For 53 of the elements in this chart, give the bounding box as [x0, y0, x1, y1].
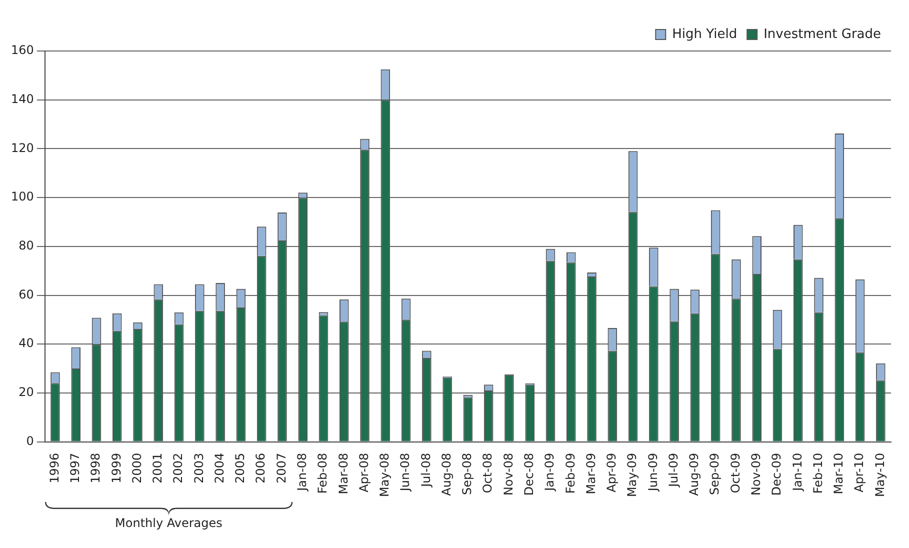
text: Monthly Averages — [114, 516, 224, 530]
x-tick-label: Jun-08 — [398, 452, 412, 492]
x-tick-label: 1999 — [109, 452, 124, 484]
x-tick-label: 2001 — [150, 452, 165, 484]
x-tick-label: Jan-08 — [294, 452, 309, 492]
x-tick-label: Apr-08 — [356, 452, 371, 492]
x-tick-label: May-08 — [378, 452, 392, 498]
x-tick-label: Oct-09 — [728, 452, 742, 494]
y-tick-label: 60 — [18, 287, 34, 302]
x-tick-label: Apr-10 — [852, 452, 866, 492]
x-tick-label: Jul-08 — [418, 452, 433, 488]
x-tick-label: 2000 — [130, 452, 144, 484]
x-tick-label: Jan-09 — [542, 452, 557, 492]
x-tick-label: Nov-08 — [501, 452, 516, 496]
y-tick-label: 120 — [11, 140, 34, 155]
x-tick-label: Sep-09 — [708, 452, 722, 496]
x-tick-label: Jul-09 — [666, 452, 680, 488]
y-tick-label: 40 — [18, 336, 34, 350]
x-tick-label: 1998 — [88, 452, 103, 484]
x-tick-label: Feb-10 — [810, 452, 825, 494]
y-tick-label: 100 — [11, 190, 34, 204]
x-tick-label: 2007 — [274, 452, 288, 484]
x-tick-label: Apr-09 — [604, 452, 619, 492]
x-tick-label: 2004 — [212, 452, 226, 484]
x-tick-label: 2006 — [254, 452, 268, 484]
x-tick-label: 2003 — [192, 452, 206, 484]
y-tick-label: 20 — [18, 385, 34, 400]
legend-label: High Yield — [672, 26, 738, 42]
x-tick-label: 1997 — [68, 452, 82, 484]
x-tick-label: Feb-08 — [316, 452, 330, 494]
x-tick-label: Feb-09 — [563, 452, 578, 494]
x-tick-label: May-10 — [872, 452, 887, 498]
x-tick-label: Mar-10 — [832, 452, 846, 494]
y-tick-label: 160 — [11, 43, 34, 58]
x-tick-label: Aug-08 — [439, 452, 454, 496]
x-tick-label: Mar-08 — [336, 452, 350, 494]
x-tick-label: Nov-09 — [748, 452, 763, 496]
x-tick-label: 2002 — [171, 452, 186, 484]
x-tick-label: Mar-09 — [584, 452, 598, 494]
x-tick-label: Dec-08 — [522, 452, 536, 496]
x-tick-label: 2005 — [233, 452, 248, 484]
y-tick-label: 140 — [11, 92, 34, 106]
x-tick-label: Aug-09 — [687, 452, 702, 496]
y-tick-label: 80 — [18, 238, 34, 253]
x-tick-label: Dec-09 — [770, 452, 784, 496]
legend-label: Investment Grade — [764, 26, 882, 42]
x-tick-label: Jan-10 — [790, 452, 804, 492]
x-tick-label: Jun-09 — [646, 452, 660, 492]
x-tick-label: Oct-08 — [480, 452, 495, 494]
y-tick-label: 0 — [26, 434, 34, 448]
x-tick-label: 1996 — [47, 452, 62, 484]
x-tick-label: Sep-08 — [460, 452, 474, 496]
x-tick-label: May-09 — [625, 452, 640, 498]
